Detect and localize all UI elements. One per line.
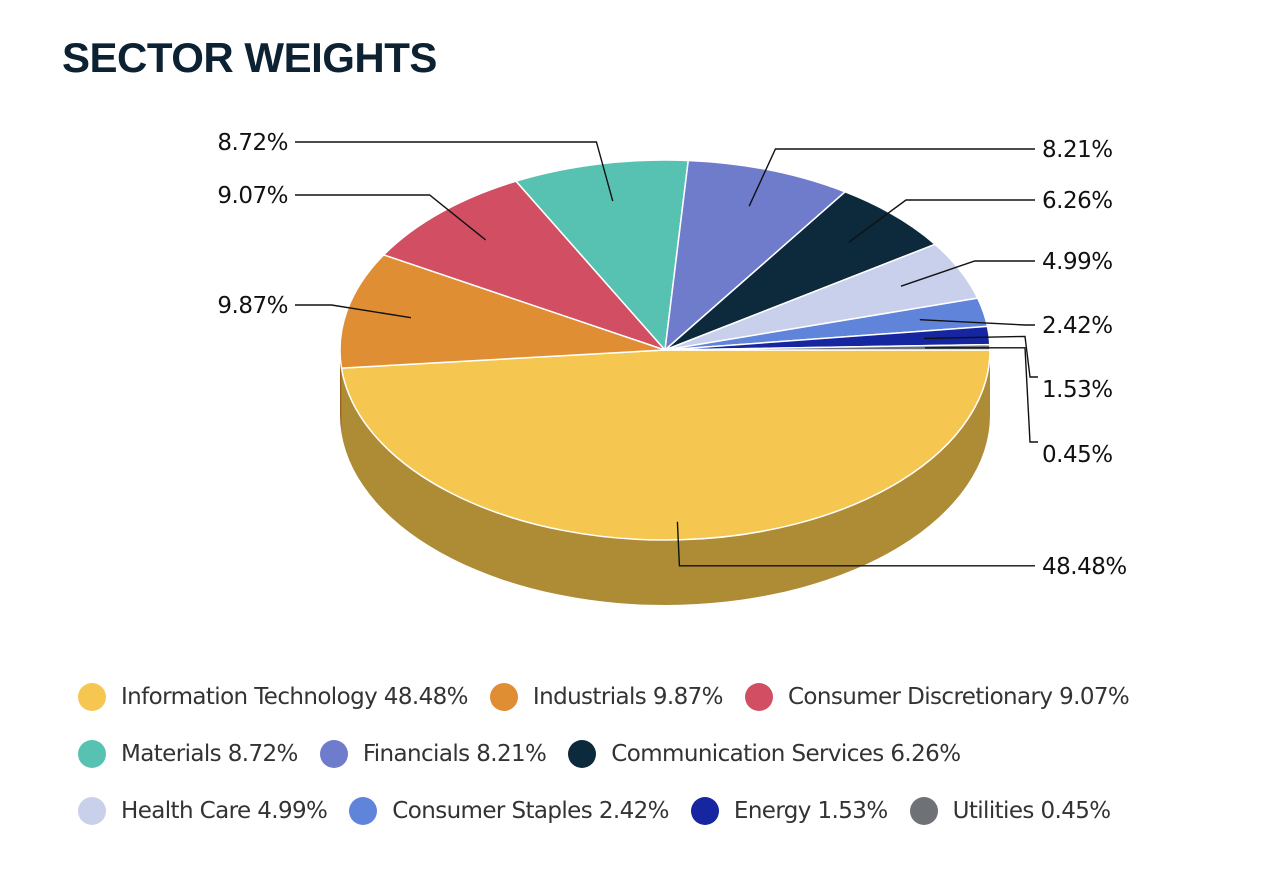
legend-item-health-care[interactable]: Health Care 4.99%: [78, 796, 328, 825]
legend-item-consumer-staples[interactable]: Consumer Staples 2.42%: [349, 796, 669, 825]
data-label-industrials: 9.87%: [217, 293, 288, 319]
data-label-utilities: 0.45%: [1042, 442, 1113, 468]
legend-marker: [78, 682, 106, 711]
legend-marker: [78, 739, 106, 768]
pie-slice-financials: [664, 159, 846, 351]
legend-item-materials[interactable]: Materials 8.72%: [78, 739, 298, 768]
data-label-information-technology: 48.48%: [1042, 554, 1127, 580]
legend-label: Energy 1.53%: [733, 797, 888, 824]
leader-line-consumer-staples: [919, 319, 1035, 326]
legend-row-3: Health Care 4.99% Consumer Staples 2.42%…: [78, 782, 1258, 839]
pie-3d-sides: [340, 350, 990, 605]
pie-slice-materials: [515, 159, 690, 351]
leader-line-communication-services: [848, 199, 1035, 243]
leader-line-materials: [295, 141, 614, 202]
data-label-health-care: 4.99%: [1042, 249, 1113, 275]
legend-item-utilities[interactable]: Utilities 0.45%: [909, 796, 1112, 825]
pie-slice-consumer-discretionary: [382, 180, 666, 351]
legend-marker: [78, 796, 106, 825]
data-label-financials: 8.21%: [1042, 137, 1113, 163]
legend-item-consumer-discretionary[interactable]: Consumer Discretionary 9.07%: [744, 682, 1130, 711]
legend-item-information-technology[interactable]: Information Technology 48.48%: [78, 682, 469, 711]
data-label-materials: 8.72%: [217, 130, 288, 156]
pie-slice-industrials: [339, 254, 666, 369]
pie-side-industrials: [340, 350, 342, 434]
chart-title: SECTOR WEIGHTS: [62, 34, 437, 81]
pie-side-information-technology: [341, 350, 990, 605]
legend-marker: [568, 739, 597, 768]
leader-line-consumer-discretionary: [295, 194, 487, 241]
leader-line-utilities: [924, 347, 1038, 443]
legend-label: Industrials 9.87%: [532, 683, 724, 710]
pie-slice-information-technology: [340, 349, 991, 541]
sector-weights-pie-chart: 48.48% 9.87% 9.07% 8.72% 8.21% 6.26% 4.99% 2.42…: [217, 130, 1127, 605]
legend-label: Financials 8.21%: [362, 740, 547, 767]
legend-marker: [690, 796, 719, 825]
leader-line-industrials: [295, 304, 412, 319]
legend-marker: [349, 796, 378, 825]
pie-slice-communication-services: [664, 191, 936, 351]
legend-label: Communication Services 6.26%: [611, 740, 961, 767]
data-label-consumer-staples: 2.42%: [1042, 313, 1113, 339]
legend-row-1: Information Technology 48.48% Industrial…: [78, 668, 1258, 725]
legend-label: Materials 8.72%: [121, 740, 298, 767]
legend-marker: [319, 739, 348, 768]
legend-item-communication-services[interactable]: Communication Services 6.26%: [568, 739, 961, 768]
pie-slices: [339, 159, 991, 541]
leader-line-financials: [748, 148, 1035, 207]
data-label-energy: 1.53%: [1042, 377, 1113, 403]
legend-label: Utilities 0.45%: [952, 797, 1112, 824]
leader-line-energy: [924, 335, 1038, 378]
legend-item-industrials[interactable]: Industrials 9.87%: [489, 682, 724, 711]
legend: Information Technology 48.48% Industrial…: [78, 668, 1258, 839]
legend-item-energy[interactable]: Energy 1.53%: [690, 796, 888, 825]
data-label-consumer-discretionary: 9.07%: [217, 183, 288, 209]
data-label-communication-services: 6.26%: [1042, 188, 1113, 214]
legend-label: Consumer Staples 2.42%: [392, 797, 669, 824]
legend-label: Information Technology 48.48%: [121, 683, 469, 710]
legend-marker: [489, 682, 518, 711]
legend-row-2: Materials 8.72% Financials 8.21% Communi…: [78, 725, 1258, 782]
legend-label: Consumer Discretionary 9.07%: [787, 683, 1130, 710]
legend-marker: [744, 682, 773, 711]
leader-line-information-technology: [676, 521, 1035, 567]
legend-label: Health Care 4.99%: [121, 797, 328, 824]
legend-item-financials[interactable]: Financials 8.21%: [319, 739, 547, 768]
pie-data-labels: 48.48% 9.87% 9.07% 8.72% 8.21% 6.26% 4.99% 2.42…: [217, 130, 1127, 580]
leader-line-health-care: [900, 260, 1035, 287]
legend-marker: [909, 796, 938, 825]
